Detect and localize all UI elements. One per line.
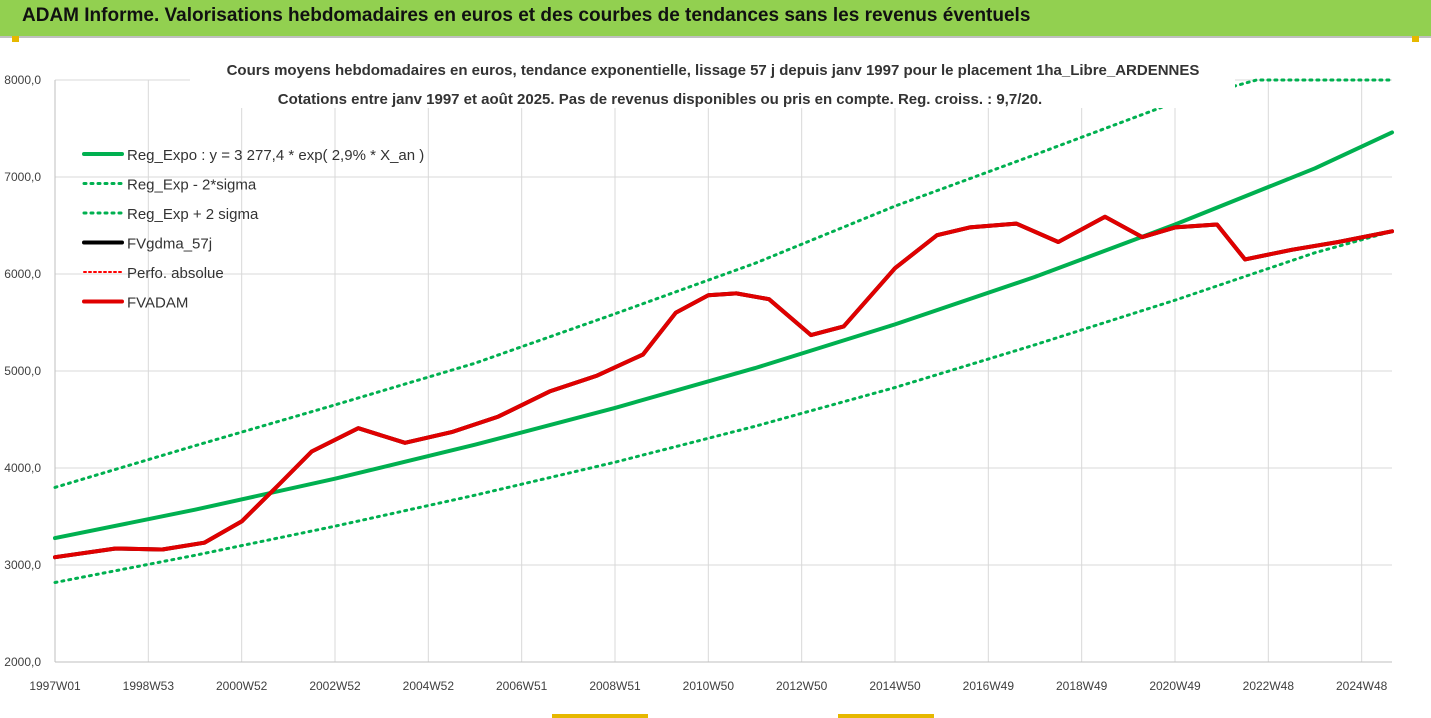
- x-tick-label: 2020W49: [1149, 679, 1201, 693]
- legend-label-4: Perfo. absolue: [127, 265, 224, 282]
- chart-title-line-1: Cours moyens hebdomadaires en euros, ten…: [227, 62, 1200, 79]
- report-title: ADAM Informe. Valorisations hebdomadaire…: [22, 5, 1031, 26]
- legend-label-0: Reg_Expo : y = 3 277,4 * exp( 2,9% * X_a…: [127, 147, 424, 164]
- corner-marker-top-left: [12, 36, 19, 42]
- series-line-2: [53, 78, 1394, 489]
- x-tick-label: 2002W52: [309, 679, 361, 693]
- line-chart: 2000,0 3000,0 4000,0 5000,0 6000,0 7000,0 8000…: [4, 56, 1394, 693]
- x-tick-label: 1998W53: [123, 679, 175, 693]
- y-axis-ticks: 2000,0 3000,0 4000,0 5000,0 6000,0 7000,0 8000…: [4, 73, 41, 669]
- gridlines: [54, 79, 1392, 663]
- legend-label-5: FVADAM: [127, 295, 188, 312]
- header-banner: ADAM Informe. Valorisations hebdomadaire…: [0, 0, 1431, 38]
- y-tick-label: 2000,0: [4, 655, 41, 669]
- legend-label-1: Reg_Exp - 2*sigma: [127, 177, 257, 194]
- x-tick-label: 2008W51: [589, 679, 641, 693]
- corner-marker-bottom-right: [838, 714, 934, 718]
- x-tick-label: 2004W52: [403, 679, 455, 693]
- y-tick-label: 6000,0: [4, 267, 41, 281]
- x-tick-label: 2016W49: [963, 679, 1015, 693]
- y-tick-label: 7000,0: [4, 170, 41, 184]
- y-tick-label: 3000,0: [4, 558, 41, 572]
- x-tick-label: 2018W49: [1056, 679, 1108, 693]
- chart-title: Cours moyens hebdomadaires en euros, ten…: [190, 56, 1235, 108]
- y-tick-label: 5000,0: [4, 364, 41, 378]
- corner-marker-bottom-left: [552, 714, 648, 718]
- x-tick-label: 2024W48: [1336, 679, 1388, 693]
- x-tick-label: 2006W51: [496, 679, 548, 693]
- series-lines: [53, 78, 1394, 584]
- title-backdrop: [190, 56, 1235, 108]
- series-line-5: [53, 214, 1394, 560]
- y-tick-label: 4000,0: [4, 461, 41, 475]
- x-tick-label: 2010W50: [683, 679, 735, 693]
- x-axis-ticks: 1997W01 1998W53 2000W52 2002W52 2004W52 2006W…: [29, 679, 1387, 693]
- series-line-0: [53, 130, 1394, 541]
- x-tick-label: 2014W50: [869, 679, 921, 693]
- corner-marker-top-right: [1412, 36, 1419, 42]
- x-tick-label: 2022W48: [1243, 679, 1295, 693]
- y-tick-label: 8000,0: [4, 73, 41, 87]
- x-tick-label: 2012W50: [776, 679, 828, 693]
- legend-label-2: Reg_Exp + 2 sigma: [127, 206, 259, 223]
- x-tick-label: 1997W01: [29, 679, 81, 693]
- legend-label-3: FVgdma_57j: [127, 236, 212, 253]
- x-tick-label: 2000W52: [216, 679, 268, 693]
- chart-legend: Reg_Expo : y = 3 277,4 * exp( 2,9% * X_a…: [82, 147, 424, 312]
- chart-subtitle-line-2: Cotations entre janv 1997 et août 2025. …: [278, 91, 1042, 108]
- series-line-1: [53, 229, 1394, 584]
